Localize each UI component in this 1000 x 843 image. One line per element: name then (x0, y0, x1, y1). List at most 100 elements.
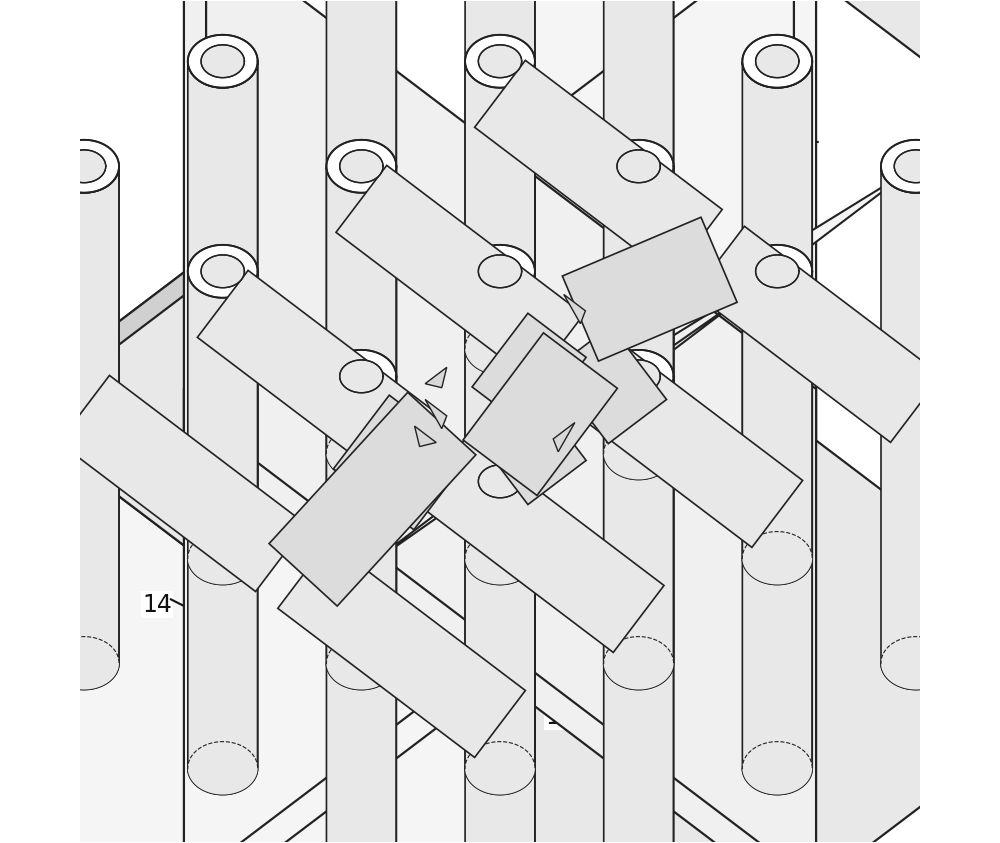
Text: 121: 121 (185, 196, 230, 219)
Polygon shape (59, 375, 306, 592)
Polygon shape (0, 155, 500, 701)
Polygon shape (500, 0, 1000, 201)
Polygon shape (478, 255, 522, 287)
Polygon shape (188, 244, 258, 298)
Polygon shape (425, 400, 447, 429)
Polygon shape (617, 360, 660, 393)
Polygon shape (278, 541, 525, 758)
Text: c: c (677, 428, 690, 452)
Polygon shape (478, 45, 522, 78)
Polygon shape (326, 427, 396, 480)
Polygon shape (465, 455, 535, 507)
Polygon shape (881, 636, 951, 690)
Polygon shape (326, 0, 396, 480)
Polygon shape (197, 271, 445, 486)
Polygon shape (604, 376, 674, 843)
Polygon shape (188, 62, 258, 584)
Polygon shape (0, 117, 389, 602)
Polygon shape (742, 532, 812, 584)
Polygon shape (742, 742, 812, 795)
Polygon shape (49, 636, 119, 690)
Text: 1: 1 (805, 124, 820, 148)
Polygon shape (389, 617, 500, 843)
Polygon shape (269, 392, 476, 606)
Text: 14: 14 (142, 593, 172, 617)
Polygon shape (0, 663, 500, 843)
Polygon shape (425, 368, 447, 388)
Text: 151: 151 (241, 124, 286, 148)
Polygon shape (392, 439, 470, 529)
Polygon shape (326, 636, 396, 690)
Polygon shape (742, 244, 812, 298)
Polygon shape (604, 0, 674, 480)
Text: 152: 152 (372, 89, 418, 112)
Polygon shape (742, 271, 812, 795)
Polygon shape (756, 45, 799, 78)
Polygon shape (201, 255, 244, 287)
Polygon shape (500, 166, 916, 443)
Polygon shape (742, 35, 812, 88)
Polygon shape (617, 150, 660, 183)
Polygon shape (184, 0, 794, 843)
Polygon shape (472, 387, 586, 505)
Polygon shape (881, 166, 951, 690)
Polygon shape (478, 465, 522, 497)
Polygon shape (0, 201, 500, 686)
Polygon shape (184, 0, 794, 843)
Polygon shape (562, 217, 737, 361)
Text: 16: 16 (546, 706, 575, 729)
Polygon shape (475, 61, 722, 277)
Polygon shape (336, 165, 584, 382)
Polygon shape (0, 239, 389, 843)
Polygon shape (326, 350, 396, 403)
Polygon shape (188, 742, 258, 795)
Polygon shape (340, 150, 383, 183)
Polygon shape (465, 321, 535, 374)
Polygon shape (604, 350, 674, 403)
Polygon shape (553, 326, 667, 443)
Polygon shape (465, 62, 535, 584)
Polygon shape (0, 117, 500, 663)
Polygon shape (465, 271, 535, 795)
Polygon shape (555, 331, 803, 547)
Polygon shape (881, 140, 951, 193)
Polygon shape (62, 150, 106, 183)
Polygon shape (604, 636, 674, 690)
Polygon shape (49, 140, 119, 193)
Polygon shape (756, 255, 799, 287)
Polygon shape (0, 201, 1000, 843)
Polygon shape (604, 427, 674, 480)
Polygon shape (201, 45, 244, 78)
Polygon shape (465, 0, 535, 374)
Polygon shape (465, 481, 535, 843)
Polygon shape (553, 422, 575, 452)
Polygon shape (326, 166, 396, 690)
Polygon shape (472, 314, 586, 431)
Polygon shape (463, 333, 617, 496)
Text: 15: 15 (325, 30, 355, 54)
Polygon shape (465, 244, 535, 298)
Polygon shape (188, 271, 258, 795)
Polygon shape (206, 0, 816, 843)
Polygon shape (188, 35, 258, 88)
Polygon shape (465, 742, 535, 795)
Polygon shape (742, 62, 812, 584)
Polygon shape (604, 166, 674, 690)
Polygon shape (333, 395, 447, 513)
Polygon shape (564, 294, 585, 324)
Polygon shape (49, 166, 119, 690)
Polygon shape (415, 426, 436, 447)
Polygon shape (465, 532, 535, 584)
Polygon shape (326, 376, 396, 843)
Polygon shape (465, 35, 535, 88)
Polygon shape (500, 0, 611, 201)
Polygon shape (340, 360, 383, 393)
Polygon shape (416, 437, 664, 652)
Polygon shape (206, 0, 816, 843)
Polygon shape (694, 226, 941, 443)
Polygon shape (894, 150, 938, 183)
Polygon shape (326, 140, 396, 193)
Polygon shape (604, 140, 674, 193)
Polygon shape (188, 532, 258, 584)
Polygon shape (361, 293, 750, 571)
